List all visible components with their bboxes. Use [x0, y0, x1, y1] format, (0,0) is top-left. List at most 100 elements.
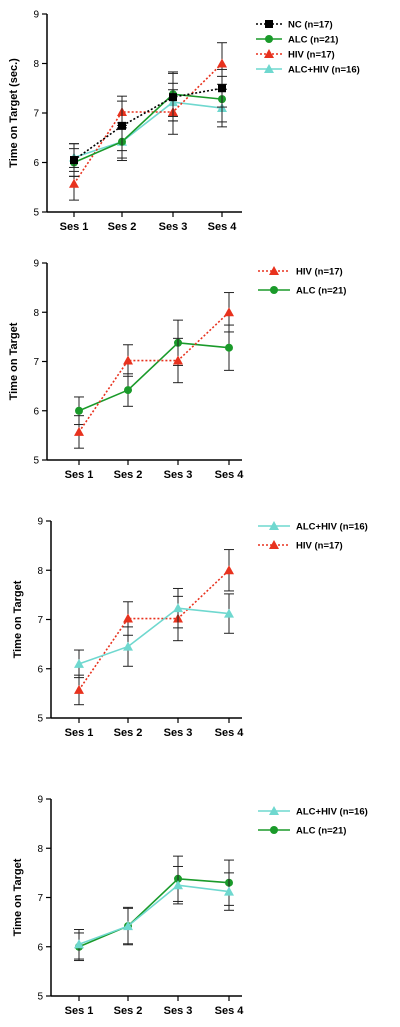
- x-tick-label: Ses 4: [215, 727, 245, 739]
- y-tick-label: 7: [37, 893, 43, 904]
- data-point: [74, 684, 84, 694]
- y-tick-label: 9: [37, 517, 43, 528]
- legend-label: HIV (n=17): [288, 50, 335, 61]
- legend-marker: [269, 540, 279, 549]
- legend-label: ALC+HIV (n=16): [288, 65, 360, 76]
- y-tick-label: 5: [33, 208, 39, 219]
- x-tick-label: Ses 1: [65, 727, 94, 739]
- series-1: [74, 549, 234, 706]
- y-tick-label: 6: [33, 158, 39, 169]
- x-tick-label: Ses 1: [60, 221, 89, 233]
- chart-panel-alchiv-vs-hiv: 5 6 7 8 9 Ses 1 Ses 2 Ses 3 Ses 4 Time on Target A…: [12, 517, 368, 740]
- y-tick-label: 9: [33, 259, 39, 270]
- data-point: [70, 156, 78, 165]
- y-tick-label: 8: [37, 844, 43, 855]
- data-point: [123, 641, 133, 651]
- data-point: [224, 886, 234, 896]
- series-0: [74, 865, 234, 960]
- y-tick-label: 7: [33, 357, 39, 368]
- series-0: [74, 587, 234, 679]
- y-tick-label: 6: [33, 406, 39, 417]
- x-tick-label: Ses 4: [208, 221, 238, 233]
- y-tick-label: 5: [37, 714, 43, 725]
- data-point: [224, 565, 234, 575]
- legend-marker: [270, 286, 278, 294]
- series-1: [69, 71, 227, 177]
- y-axis-title: Time on Target: [8, 322, 20, 400]
- data-point: [225, 343, 233, 352]
- data-point: [74, 658, 84, 668]
- x-tick-label: Ses 3: [164, 727, 193, 739]
- series-1: [74, 319, 234, 426]
- data-point: [74, 939, 84, 949]
- data-point: [224, 608, 234, 618]
- data-point: [75, 406, 83, 415]
- chart-panel-all-groups: 5 6 7 8 9 Ses 1 Ses 2 Ses 3 Ses 4 Time on Target …: [8, 10, 360, 234]
- series-line: [78, 877, 230, 948]
- data-point: [224, 307, 234, 317]
- legend-label: ALC (n=21): [296, 826, 346, 837]
- data-point: [69, 178, 79, 188]
- y-axis-title: Time on Target: [12, 580, 24, 658]
- x-tick-label: Ses 2: [114, 469, 143, 481]
- legend-marker: [264, 64, 274, 73]
- data-point: [74, 426, 84, 436]
- series-line: [73, 93, 223, 164]
- y-tick-label: 5: [37, 992, 43, 1003]
- x-tick-label: Ses 4: [215, 469, 245, 481]
- data-point: [217, 58, 227, 68]
- series-line: [78, 607, 230, 665]
- x-tick-label: Ses 1: [65, 469, 94, 481]
- series-line: [73, 87, 223, 161]
- y-tick-label: 8: [37, 566, 43, 577]
- y-tick-label: 9: [33, 10, 39, 21]
- series-line: [78, 884, 230, 946]
- data-point: [123, 613, 133, 623]
- data-point: [173, 355, 183, 365]
- legend-marker: [265, 35, 273, 43]
- x-tick-label: Ses 2: [114, 727, 143, 739]
- legend-marker: [270, 826, 278, 834]
- series-line: [73, 101, 223, 159]
- series-line: [78, 341, 230, 412]
- legend-marker: [269, 521, 279, 530]
- chart-panel-alchiv-vs-alc: 5 6 7 8 9 Ses 1 Ses 2 Ses 3 Ses 4 Time on Target A…: [12, 795, 368, 1018]
- y-tick-label: 8: [33, 308, 39, 319]
- data-point: [123, 921, 133, 931]
- data-point: [169, 93, 177, 102]
- legend-label: NC (n=17): [288, 20, 333, 31]
- legend-label: ALC (n=21): [288, 35, 338, 46]
- data-point: [173, 603, 183, 613]
- legend-label: ALC+HIV (n=16): [296, 522, 368, 533]
- y-tick-label: 8: [33, 59, 39, 70]
- x-tick-label: Ses 3: [159, 221, 188, 233]
- x-tick-label: Ses 3: [164, 1005, 193, 1017]
- series-line: [73, 62, 223, 185]
- series-0: [74, 292, 234, 449]
- y-tick-label: 7: [33, 109, 39, 120]
- legend-marker: [269, 806, 279, 815]
- x-tick-label: Ses 4: [215, 1005, 245, 1017]
- legend-label: ALC+HIV (n=16): [296, 807, 368, 818]
- x-tick-label: Ses 3: [164, 469, 193, 481]
- x-tick-label: Ses 2: [108, 221, 137, 233]
- y-tick-label: 9: [37, 795, 43, 806]
- y-tick-label: 6: [37, 664, 43, 675]
- data-point: [173, 880, 183, 890]
- x-tick-label: Ses 1: [65, 1005, 94, 1017]
- legend-label: HIV (n=17): [296, 267, 343, 278]
- y-axis-title: Time on Target: [12, 858, 24, 936]
- series-1: [74, 855, 234, 962]
- x-tick-label: Ses 2: [114, 1005, 143, 1017]
- data-point: [123, 355, 133, 365]
- y-tick-label: 6: [37, 942, 43, 953]
- legend-label: ALC (n=21): [296, 286, 346, 297]
- y-tick-label: 5: [33, 456, 39, 467]
- series-0: [69, 68, 227, 177]
- legend-marker: [265, 20, 273, 28]
- series-line: [78, 569, 230, 691]
- chart-panel-hiv-vs-alc: 5 6 7 8 9 Ses 1 Ses 2 Ses 3 Ses 4 Time on Target H…: [8, 259, 346, 482]
- data-point: [118, 121, 126, 130]
- legend-marker: [269, 266, 279, 275]
